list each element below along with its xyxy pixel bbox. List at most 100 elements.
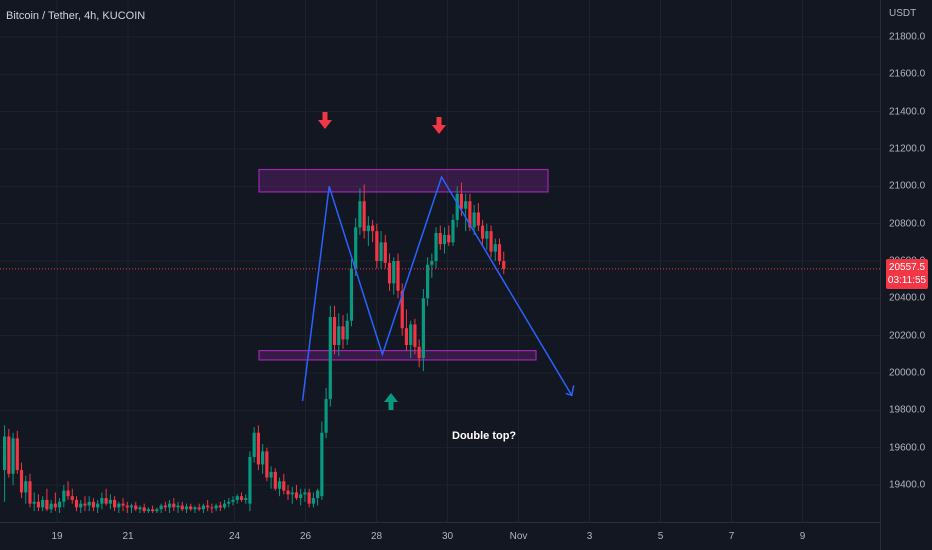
candle-body: [244, 498, 248, 500]
price-axis[interactable]: USDT 21800.0 21600.0 21400.0 21200.0 21000.0…: [880, 0, 932, 550]
candle-body: [294, 492, 299, 499]
candle-body: [434, 233, 438, 261]
price-tick-label: 21000.0: [889, 180, 926, 192]
candle-body: [32, 501, 36, 504]
candle-body: [155, 509, 159, 512]
candle-body: [222, 503, 227, 508]
candle-body: [176, 505, 180, 508]
chart-canvas[interactable]: [0, 0, 880, 522]
pattern-arrowhead: [565, 385, 575, 397]
candle-body: [489, 231, 493, 252]
candle-body: [261, 451, 265, 465]
candle-body: [248, 457, 252, 504]
candle-body: [184, 506, 189, 510]
candle-body: [19, 470, 24, 493]
candle-body: [371, 225, 375, 232]
candle-body: [375, 231, 379, 261]
candle-body: [49, 503, 53, 510]
candle-body: [180, 505, 184, 510]
candle-body: [277, 481, 282, 489]
time-tick-label: 21: [122, 531, 134, 542]
pattern-line: [301, 175, 573, 402]
candle-body: [354, 227, 358, 269]
candle-body: [383, 242, 387, 263]
candle-body: [472, 212, 476, 228]
candle-body: [121, 503, 125, 506]
price-tick-label: 21600.0: [889, 68, 926, 80]
arrow-down-shaft: [436, 117, 442, 126]
candle-body: [3, 436, 7, 471]
candle-body: [362, 201, 366, 232]
bar-countdown: 03:11:55: [887, 275, 927, 286]
time-tick-label: 7: [728, 531, 735, 542]
candle-body: [468, 201, 472, 228]
candle-body: [320, 432, 324, 497]
candle-body: [24, 481, 28, 493]
candle-body: [45, 499, 49, 510]
symbol-label[interactable]: Bitcoin / Tether, 4h, KUCOIN: [6, 10, 146, 22]
currency-label: USDT: [889, 8, 917, 19]
candle-body: [303, 492, 307, 495]
candle-body: [455, 193, 459, 220]
candle-body: [447, 234, 451, 243]
arrow-down-shaft: [322, 112, 328, 121]
price-tick-label: 21400.0: [889, 106, 926, 118]
candle-body: [53, 503, 57, 508]
candle-body: [480, 225, 485, 239]
candle-body: [138, 507, 142, 510]
price-tick-label: 21200.0: [889, 143, 926, 155]
candle-body: [163, 505, 167, 508]
candle-body: [70, 496, 74, 500]
candle-body: [62, 490, 66, 502]
candle-body: [256, 432, 260, 465]
price-tick-label: 20200.0: [889, 330, 926, 342]
candle-body: [151, 509, 155, 512]
candle-body: [117, 503, 121, 508]
time-tick-label: 19: [51, 531, 63, 542]
candle-body: [299, 494, 303, 499]
zone-rectangle: [258, 350, 537, 361]
candle-body: [167, 503, 172, 508]
candle-body: [210, 507, 214, 509]
candle-body: [409, 324, 413, 345]
candle-body: [345, 320, 349, 340]
candle-body: [134, 505, 138, 510]
candle-body: [413, 324, 417, 347]
candle-body: [83, 503, 87, 506]
candle-body: [239, 496, 244, 500]
candle-body: [87, 501, 91, 506]
candle-body: [218, 505, 222, 508]
candle-body: [108, 499, 112, 504]
candle-body: [41, 499, 45, 508]
candle-body: [387, 262, 392, 284]
candle-body: [464, 201, 468, 209]
time-axis[interactable]: 19 21 24 26 28 30 Nov 3 5 7 9: [0, 522, 880, 550]
last-price-tag: 20557.5 03:11:55: [886, 259, 928, 289]
candle-body: [235, 496, 239, 500]
candle-body: [193, 507, 197, 510]
candle-body: [430, 261, 434, 265]
candle-body: [214, 505, 218, 509]
candle-body: [337, 326, 341, 345]
candle-body: [379, 242, 383, 261]
candle-body: [231, 499, 235, 502]
candle-body: [392, 261, 396, 284]
candle-body: [459, 193, 464, 209]
annotation-text[interactable]: Double top?: [452, 430, 517, 442]
time-tick-label: 9: [799, 531, 806, 542]
candle-body: [442, 234, 447, 245]
candle-body: [142, 507, 146, 512]
price-tick-label: 21800.0: [889, 31, 926, 43]
candle-body: [74, 499, 79, 508]
candle-body: [159, 505, 163, 510]
candle-body: [396, 261, 400, 291]
candle-body: [366, 225, 370, 232]
candle-body: [426, 264, 430, 299]
candle-body: [112, 499, 117, 508]
candle-body: [282, 481, 286, 491]
time-tick-label: 28: [370, 531, 383, 542]
candle-body: [307, 492, 311, 504]
candle-body: [36, 501, 41, 508]
candle-body: [451, 219, 455, 243]
candle-body: [100, 498, 104, 504]
